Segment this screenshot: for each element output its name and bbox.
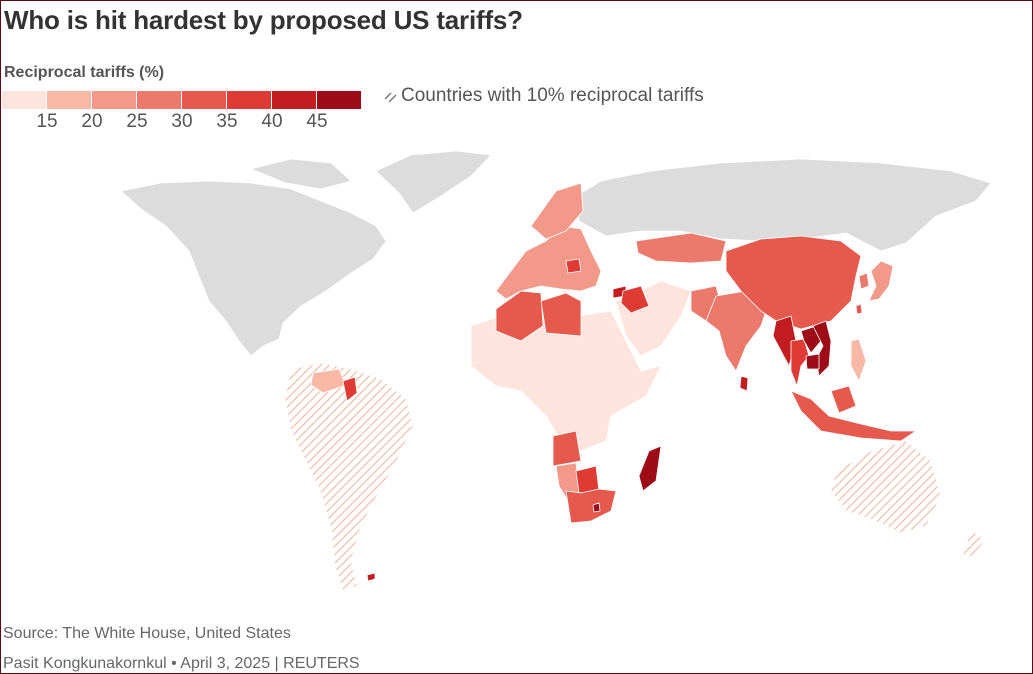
hatch-legend-label: Countries with 10% reciprocal tariffs bbox=[401, 85, 704, 106]
hatch-legend: Countries with 10% reciprocal tariffs bbox=[384, 85, 704, 107]
legend-swatch bbox=[47, 91, 91, 109]
region-south-africa bbox=[565, 488, 617, 524]
region-china bbox=[725, 235, 862, 330]
legend-tick: 40 bbox=[261, 111, 283, 132]
legend-tick: 20 bbox=[81, 111, 103, 132]
region-indonesia bbox=[790, 390, 917, 442]
region-australia bbox=[830, 440, 942, 534]
region-myanmar bbox=[772, 315, 797, 367]
region-iraq bbox=[620, 285, 650, 314]
region-north-america bbox=[120, 180, 387, 357]
region-sri-lanka bbox=[739, 375, 749, 392]
region-madagascar bbox=[638, 445, 662, 492]
region-botswana bbox=[575, 465, 600, 494]
region-scandinavia bbox=[530, 182, 584, 240]
legend-title: Reciprocal tariffs (%) bbox=[4, 64, 165, 81]
legend-swatch bbox=[182, 91, 226, 109]
credit-line: Pasit Kongkunakornkul • April 3, 2025 | … bbox=[3, 655, 360, 672]
world-map bbox=[120, 150, 992, 592]
legend-tick: 30 bbox=[171, 111, 193, 132]
region-new-zealand bbox=[960, 530, 986, 562]
region-cambodia bbox=[805, 353, 820, 370]
region-borneo bbox=[830, 385, 857, 414]
legend-swatch bbox=[2, 91, 46, 109]
legend-tick-labels: 15 20 25 30 35 40 45 bbox=[2, 111, 367, 135]
legend-swatch bbox=[227, 91, 271, 109]
legend-tick: 35 bbox=[216, 111, 238, 132]
region-south-korea bbox=[858, 272, 870, 290]
legend-swatch bbox=[317, 91, 361, 109]
legend-color-scale bbox=[2, 91, 362, 109]
region-taiwan bbox=[855, 303, 863, 315]
legend-swatch bbox=[137, 91, 181, 109]
region-serbia bbox=[565, 258, 582, 274]
legend-tick: 25 bbox=[126, 111, 148, 132]
region-libya bbox=[540, 292, 582, 337]
region-falkland-islands bbox=[366, 572, 376, 582]
legend-tick: 15 bbox=[36, 111, 58, 132]
legend-tick: 45 bbox=[306, 111, 328, 132]
region-greenland bbox=[375, 150, 492, 214]
region-venezuela bbox=[310, 368, 347, 394]
region-philippines bbox=[850, 338, 867, 382]
region-south-america bbox=[284, 362, 414, 592]
legend-swatch bbox=[272, 91, 316, 109]
chart-title: Who is hit hardest by proposed US tariff… bbox=[4, 5, 523, 35]
region-angola bbox=[552, 430, 582, 467]
region-kazakhstan bbox=[635, 232, 727, 264]
source-note: Source: The White House, United States bbox=[3, 625, 291, 642]
region-central-africa bbox=[470, 308, 662, 452]
hatch-pattern-icon bbox=[384, 92, 397, 102]
region-european-union bbox=[495, 225, 602, 300]
region-north-america-arctic bbox=[250, 158, 352, 190]
region-algeria bbox=[495, 290, 544, 342]
region-japan bbox=[868, 260, 894, 302]
legend-swatch bbox=[92, 91, 136, 109]
region-lesotho bbox=[592, 502, 601, 513]
region-guyana bbox=[342, 376, 358, 402]
